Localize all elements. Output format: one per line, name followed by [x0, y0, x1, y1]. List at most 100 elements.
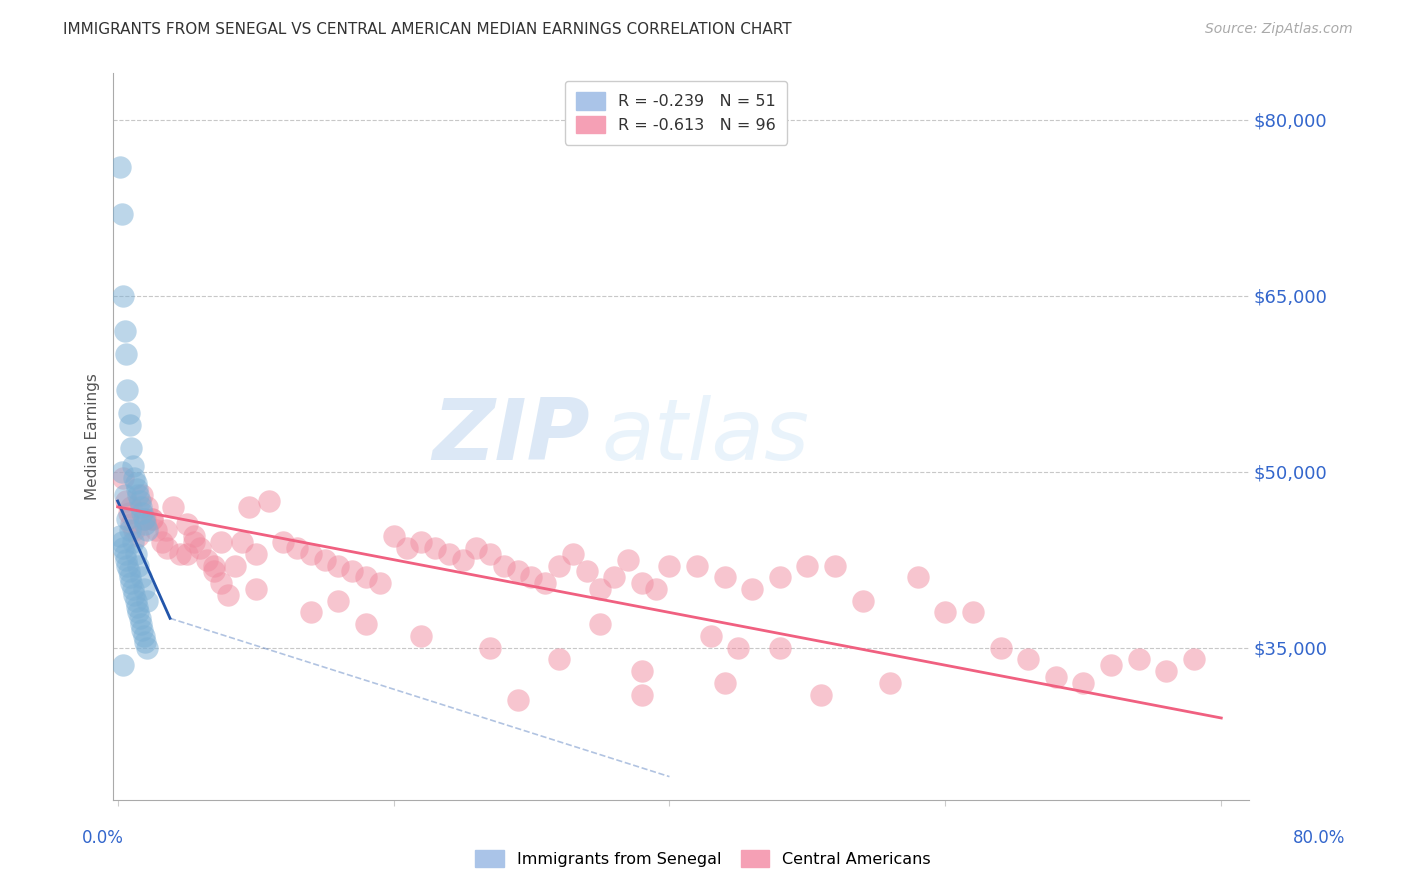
Point: [465, 541, 488, 555]
Point: [135, 640, 157, 655]
Point: [741, 582, 763, 596]
Point: [114, 547, 136, 561]
Point: [259, 494, 281, 508]
Point: [112, 658, 135, 673]
Point: [1154, 664, 1177, 678]
Point: [122, 588, 145, 602]
Point: [117, 511, 139, 525]
Text: ZIP: ZIP: [433, 395, 591, 478]
Point: [575, 565, 598, 579]
Point: [118, 417, 141, 432]
Point: [231, 535, 253, 549]
Point: [124, 547, 146, 561]
Text: IMMIGRANTS FROM SENEGAL VS CENTRAL AMERICAN MEDIAN EARNINGS CORRELATION CHART: IMMIGRANTS FROM SENEGAL VS CENTRAL AMERI…: [63, 22, 792, 37]
Text: atlas: atlas: [602, 395, 810, 478]
Point: [118, 570, 141, 584]
Point: [224, 558, 246, 573]
Point: [120, 576, 142, 591]
Point: [934, 606, 956, 620]
Point: [120, 500, 142, 514]
Point: [354, 570, 377, 584]
Point: [209, 535, 232, 549]
Point: [217, 588, 239, 602]
Point: [111, 535, 134, 549]
Point: [141, 511, 163, 525]
Legend: R = -0.239   N = 51, R = -0.613   N = 96: R = -0.239 N = 51, R = -0.613 N = 96: [565, 81, 787, 145]
Point: [479, 547, 502, 561]
Point: [824, 558, 846, 573]
Point: [411, 535, 433, 549]
Point: [479, 640, 502, 655]
Point: [162, 500, 184, 514]
Point: [114, 324, 136, 338]
Point: [631, 688, 654, 702]
Point: [124, 476, 146, 491]
Point: [700, 629, 723, 643]
Point: [110, 160, 132, 174]
Point: [962, 606, 984, 620]
Point: [492, 558, 515, 573]
Point: [120, 442, 142, 456]
Point: [127, 529, 149, 543]
Point: [589, 582, 612, 596]
Point: [769, 570, 792, 584]
Text: 0.0%: 0.0%: [82, 829, 124, 847]
Point: [1071, 675, 1094, 690]
Point: [658, 558, 681, 573]
Point: [114, 488, 136, 502]
Text: 80.0%: 80.0%: [1292, 829, 1346, 847]
Point: [451, 552, 474, 566]
Point: [155, 524, 177, 538]
Point: [127, 558, 149, 573]
Point: [202, 558, 225, 573]
Point: [128, 611, 150, 625]
Point: [129, 617, 152, 632]
Point: [990, 640, 1012, 655]
Point: [209, 576, 232, 591]
Point: [135, 593, 157, 607]
Point: [120, 517, 142, 532]
Point: [271, 535, 294, 549]
Point: [727, 640, 749, 655]
Point: [150, 535, 173, 549]
Point: [117, 558, 139, 573]
Point: [145, 524, 167, 538]
Point: [112, 470, 135, 484]
Point: [134, 517, 156, 532]
Point: [238, 500, 260, 514]
Point: [713, 570, 735, 584]
Point: [111, 465, 134, 479]
Point: [169, 547, 191, 561]
Point: [111, 207, 134, 221]
Point: [852, 593, 875, 607]
Point: [423, 541, 446, 555]
Point: [122, 470, 145, 484]
Point: [328, 593, 350, 607]
Point: [202, 565, 225, 579]
Point: [769, 640, 792, 655]
Point: [1182, 652, 1205, 666]
Point: [631, 576, 654, 591]
Point: [122, 524, 145, 538]
Point: [132, 582, 155, 596]
Point: [183, 535, 205, 549]
Point: [314, 552, 336, 566]
Point: [879, 675, 901, 690]
Point: [810, 688, 832, 702]
Point: [354, 617, 377, 632]
Point: [129, 570, 152, 584]
Point: [183, 529, 205, 543]
Point: [195, 552, 218, 566]
Point: [1099, 658, 1122, 673]
Point: [411, 629, 433, 643]
Point: [190, 541, 212, 555]
Point: [299, 547, 322, 561]
Point: [135, 524, 157, 538]
Point: [141, 511, 163, 525]
Point: [1128, 652, 1150, 666]
Point: [520, 570, 543, 584]
Point: [506, 693, 529, 707]
Y-axis label: Median Earnings: Median Earnings: [86, 373, 100, 500]
Point: [328, 558, 350, 573]
Point: [299, 606, 322, 620]
